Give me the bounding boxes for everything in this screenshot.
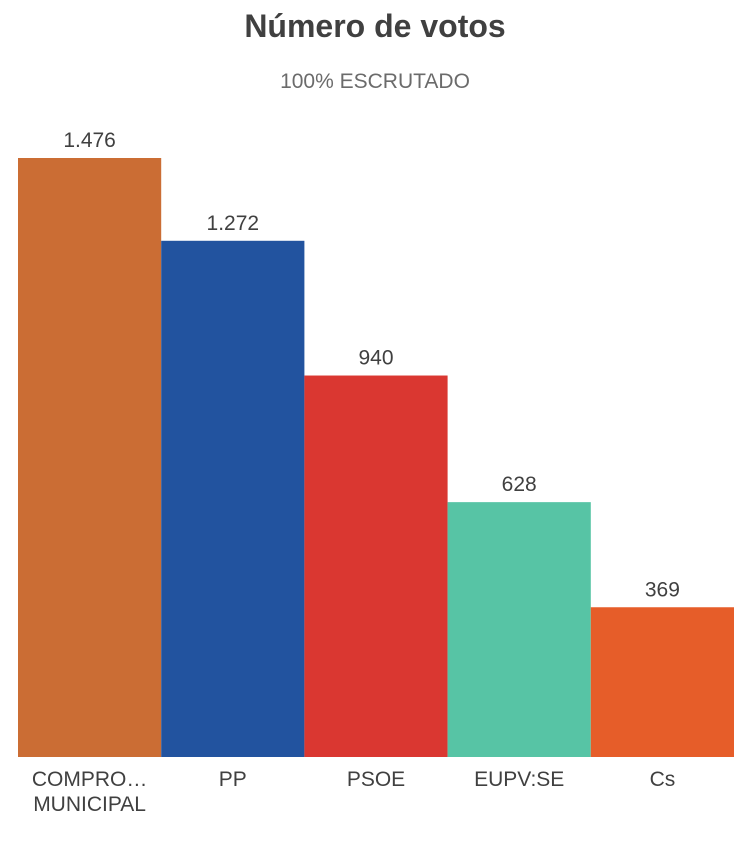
bar-value-label-4: 369 — [645, 578, 680, 601]
bar-value-label-3: 628 — [502, 473, 537, 496]
x-tick-label-3: EUPV:SE — [474, 768, 564, 791]
bar-1 — [161, 240, 305, 757]
x-tick-label-4: Cs — [650, 768, 676, 791]
bar-value-label-2: 940 — [358, 347, 393, 370]
bar-3 — [447, 502, 591, 757]
x-tick-label-1: PP — [219, 768, 247, 791]
bar-4 — [590, 607, 734, 757]
bar-0 — [18, 158, 162, 757]
chart-subtitle: 100% ESCRUTADO — [280, 70, 470, 93]
x-tick-label-2: PSOE — [347, 768, 405, 791]
bar-2 — [304, 375, 448, 757]
bar-value-label-0: 1.476 — [63, 129, 116, 152]
x-tick-label-0-1: MUNICIPAL — [33, 793, 146, 816]
x-tick-label-0-0: COMPRO… — [32, 768, 148, 791]
bar-value-label-1: 1.272 — [207, 212, 260, 235]
chart-title: Número de votos — [244, 8, 506, 44]
